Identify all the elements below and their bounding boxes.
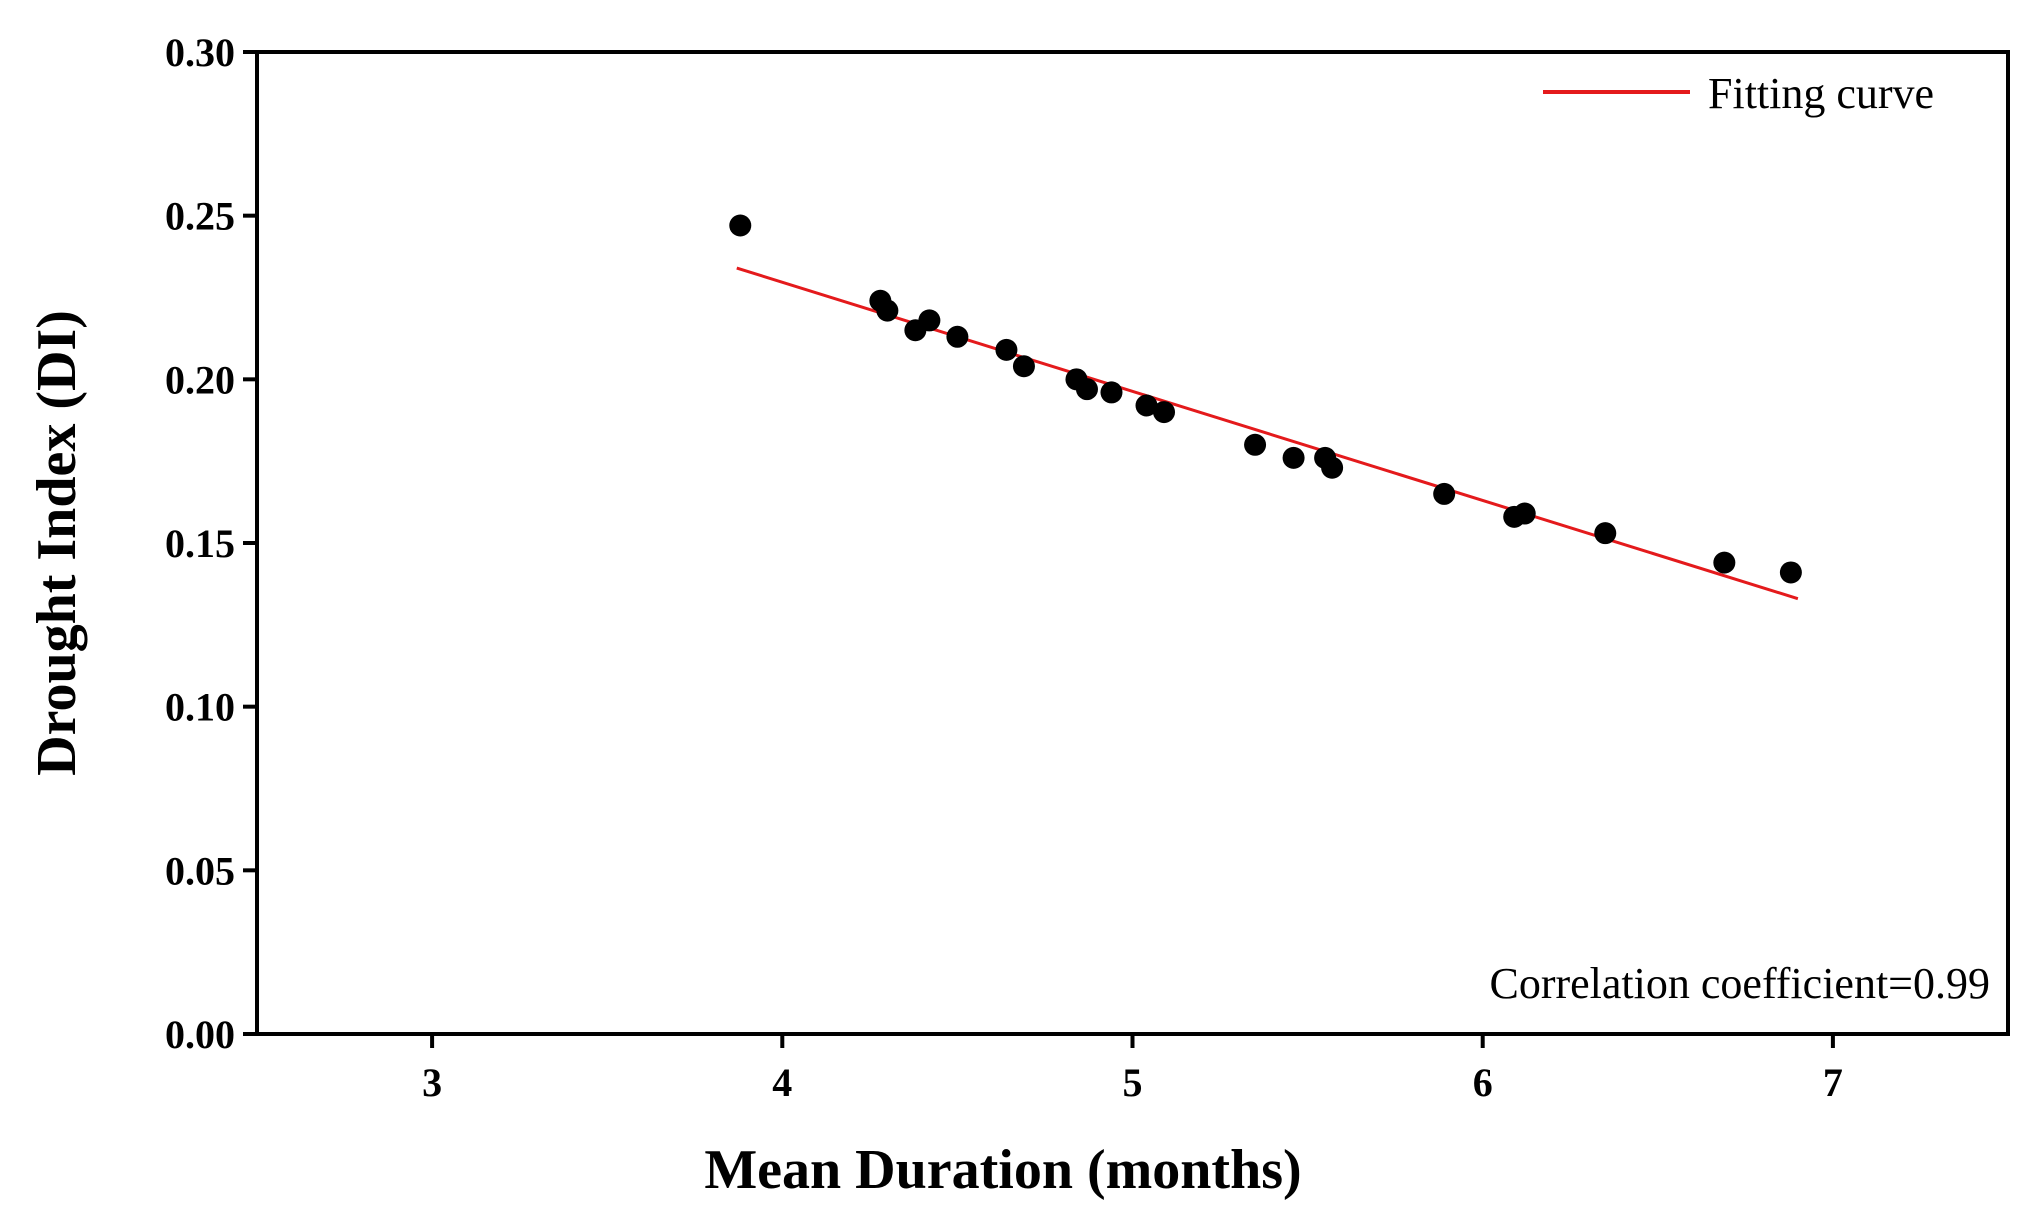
data-point: [1012, 355, 1035, 378]
fitting-curve-line: [736, 266, 1799, 601]
data-point: [1321, 456, 1344, 479]
data-point: [1244, 433, 1267, 456]
data-point: [1100, 381, 1123, 404]
data-point: [1135, 394, 1158, 417]
data-point: [876, 299, 899, 322]
data-point: [995, 338, 1018, 361]
x-tick-label: 5: [1123, 1060, 1143, 1105]
y-axis-title: Drought Index (DI): [26, 310, 88, 776]
x-tick-label: 6: [1473, 1060, 1493, 1105]
plot-area-frame: [255, 50, 2010, 1036]
data-point: [1075, 378, 1098, 401]
y-tick-label: 0.10: [165, 685, 235, 730]
data-point: [1513, 502, 1536, 525]
data-point: [1594, 522, 1617, 545]
y-tick-label: 0.25: [165, 194, 235, 239]
x-tick-label: 3: [422, 1060, 442, 1105]
data-point: [729, 214, 752, 237]
legend: Fitting curve: [1543, 69, 1934, 118]
data-point: [1433, 482, 1456, 505]
data-points-layer: [729, 214, 1802, 584]
data-point: [918, 309, 941, 332]
y-tick-label: 0.00: [165, 1012, 235, 1057]
data-point: [946, 325, 969, 348]
y-axis-ticks: 0.00 0.05 0.10 0.15 0.20 0.25 0.30: [165, 30, 257, 1057]
x-tick-label: 4: [772, 1060, 792, 1105]
x-axis-title: Mean Duration (months): [704, 1139, 1301, 1201]
y-tick-label: 0.30: [165, 30, 235, 75]
x-axis-ticks: 3 4 5 6 7: [422, 1034, 1843, 1105]
data-point: [1779, 561, 1802, 584]
fitting-curve-layer: [736, 266, 1799, 601]
data-point: [1713, 551, 1736, 574]
legend-label-fitting-curve: Fitting curve: [1708, 69, 1934, 118]
y-tick-label: 0.05: [165, 848, 235, 893]
y-tick-label: 0.15: [165, 521, 235, 566]
correlation-annotation: Correlation coefficient=0.99: [1490, 959, 1991, 1008]
data-point: [1153, 401, 1176, 424]
data-point: [1282, 446, 1305, 469]
x-tick-label: 7: [1823, 1060, 1843, 1105]
y-tick-label: 0.20: [165, 357, 235, 402]
